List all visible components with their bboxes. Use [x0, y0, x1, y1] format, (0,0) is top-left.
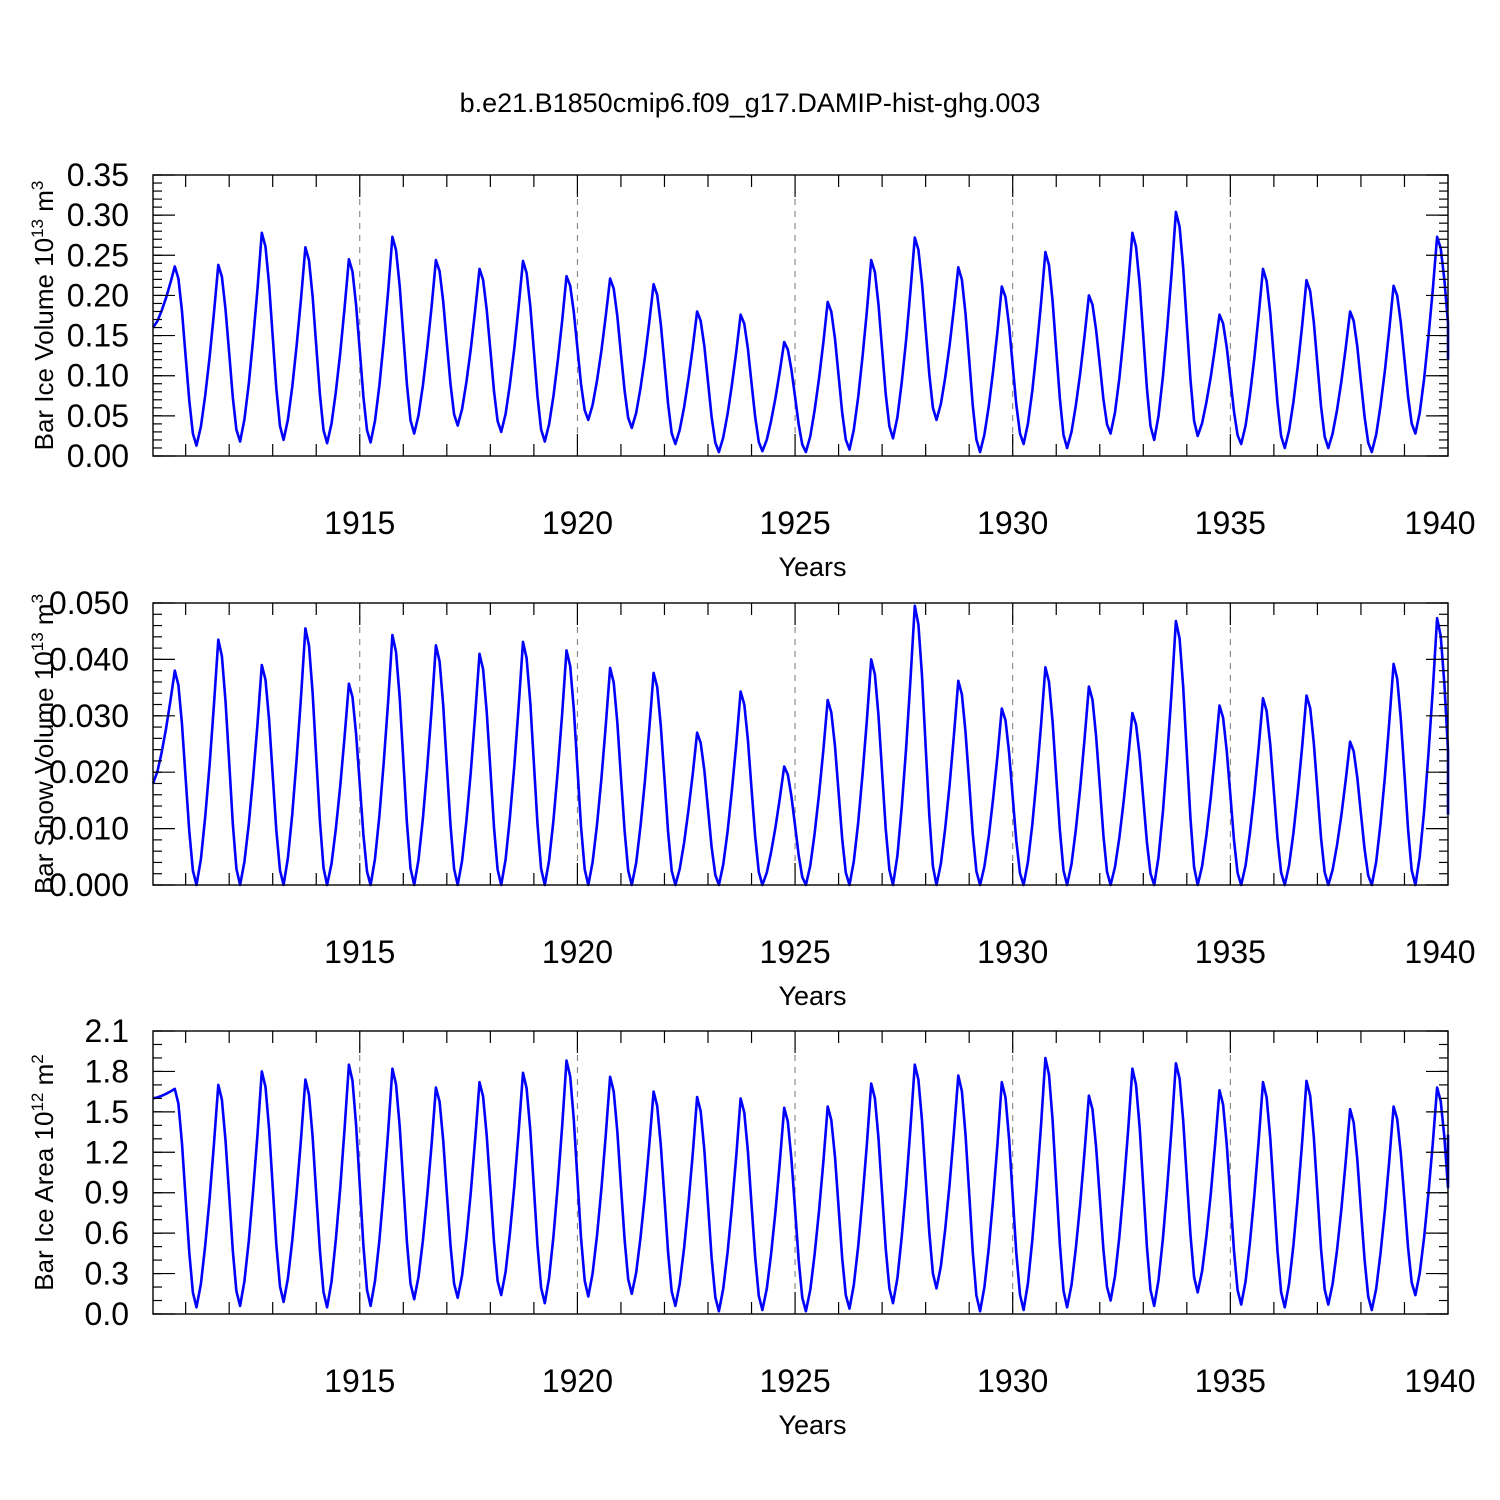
x-tick-label: 1920 — [542, 1363, 613, 1399]
series-line — [151, 210, 1450, 454]
panel-1: 0.00 0.05 0.10 0.15 0.20 0.25 0.30 0.35 1915 1920… — [28, 157, 1476, 582]
y-tick-label: 0.20 — [67, 277, 129, 313]
y-tick-label: 0.000 — [49, 867, 129, 903]
y-tick-label: 0.6 — [85, 1215, 129, 1251]
y-tick-label: 0.9 — [85, 1175, 129, 1211]
y-tick-label: 1.2 — [85, 1134, 129, 1170]
x-tick-label: 1940 — [1404, 505, 1475, 541]
x-tick-label: 1935 — [1195, 1363, 1266, 1399]
y-tick-label: 0.020 — [49, 754, 129, 790]
y-tick-label: 0.00 — [67, 438, 129, 474]
plot-frame — [152, 174, 1449, 457]
y-tick-label: 0.35 — [67, 157, 129, 193]
series-line — [152, 1056, 1450, 1313]
y-tick-label: 0.15 — [67, 318, 129, 354]
plot-frame — [152, 1030, 1449, 1315]
x-tick-label: 1915 — [324, 505, 395, 541]
x-tick-label: 1930 — [977, 934, 1048, 970]
y-tick-label: 0.010 — [49, 811, 129, 847]
x-axis-label: Years — [778, 1410, 846, 1440]
panel-3: 0.0 0.3 0.6 0.9 1.2 1.5 1.8 2.1 1915 1920 1925 1930… — [28, 1013, 1476, 1440]
y-axis-label: Bar Ice Volume 1013 m3 — [28, 181, 59, 451]
x-tick-label: 1920 — [542, 934, 613, 970]
series-line — [151, 604, 1450, 887]
x-tick-label: 1940 — [1404, 934, 1475, 970]
y-tick-label: 1.8 — [85, 1053, 129, 1089]
x-tick-label: 1930 — [977, 1363, 1048, 1399]
x-tick-label: 1925 — [759, 1363, 830, 1399]
x-axis-label: Years — [778, 981, 846, 1011]
y-tick-label: 0.10 — [67, 358, 129, 394]
x-tick-label: 1935 — [1195, 505, 1266, 541]
y-tick-label: 0.25 — [67, 237, 129, 273]
y-axis-label: Bar Snow Volume 1013 m3 — [28, 594, 59, 894]
panel-2: 0.000 0.010 0.020 0.030 0.040 0.050 1915 1920 19… — [28, 585, 1476, 1011]
x-tick-label: 1935 — [1195, 934, 1266, 970]
panels: 0.00 0.05 0.10 0.15 0.20 0.25 0.30 0.35 1915 1920… — [28, 157, 1476, 1440]
y-tick-label: 0.050 — [49, 585, 129, 621]
x-tick-label: 1920 — [542, 505, 613, 541]
y-tick-label: 0.3 — [85, 1256, 129, 1292]
x-axis-label: Years — [778, 552, 846, 582]
x-tick-label: 1940 — [1404, 1363, 1475, 1399]
plot-frame — [152, 602, 1449, 886]
x-tick-label: 1915 — [324, 934, 395, 970]
x-tick-label: 1930 — [977, 505, 1048, 541]
x-tick-label: 1915 — [324, 1363, 395, 1399]
y-tick-label: 0.30 — [67, 197, 129, 233]
y-tick-label: 0.0 — [85, 1296, 129, 1332]
y-tick-label: 0.030 — [49, 698, 129, 734]
y-tick-label: 2.1 — [85, 1013, 129, 1049]
y-axis-label: Bar Ice Area 1012 m2 — [28, 1054, 59, 1291]
y-tick-label: 1.5 — [85, 1094, 129, 1130]
figure-title: b.e21.B1850cmip6.f09_g17.DAMIP-hist-ghg.… — [460, 88, 1041, 118]
y-tick-label: 0.040 — [49, 641, 129, 677]
y-tick-label: 0.05 — [67, 398, 129, 434]
x-tick-label: 1925 — [759, 505, 830, 541]
x-tick-label: 1925 — [759, 934, 830, 970]
